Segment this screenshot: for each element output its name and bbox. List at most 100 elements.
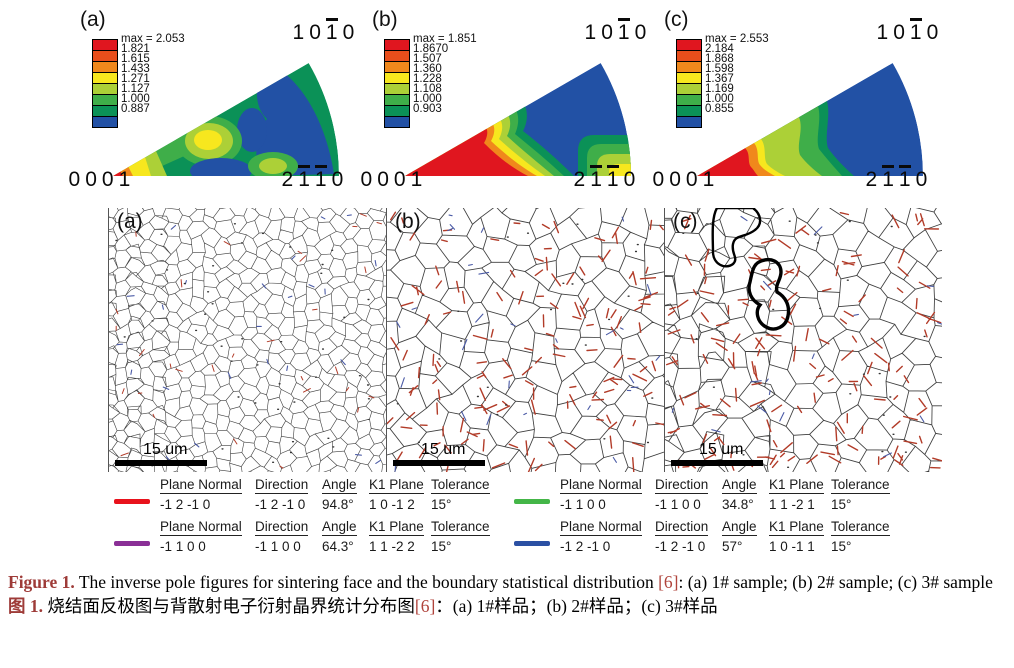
legend-header: Plane Normal: [560, 519, 642, 536]
ebsd-map-row: (a) 15 um (b) 15 um (c) 15 um: [108, 208, 942, 472]
miller-digit-overbar: 1: [314, 165, 327, 191]
miller-digit: 0: [331, 168, 344, 191]
miller-digit-overbar: 1: [882, 165, 894, 191]
miller-digit: 0: [377, 168, 389, 191]
ipf-sector-chart-a: [113, 63, 339, 176]
ipf-panel-a: (a) max = 2.053 1.821 1.615 1.433 1.271 1.12…: [66, 8, 358, 208]
legend-header: K1 Plane: [369, 477, 424, 494]
miller-digit: 0: [893, 21, 905, 44]
legend-value: -1 2 -1 0: [655, 539, 706, 554]
legend-header: Plane Normal: [160, 477, 242, 494]
legend-value: -1 1 0 0: [655, 497, 701, 512]
legend-value: 57°: [722, 539, 743, 554]
legend-value: 15°: [831, 539, 852, 554]
colorbar-level-value: 1.228: [413, 73, 442, 85]
legend-header: Tolerance: [831, 519, 890, 536]
legend-col-plane-normal: Plane Normal -1 2 -1 0: [160, 477, 255, 512]
miller-digit: 0: [309, 21, 321, 44]
colorbar-swatches: [384, 39, 410, 128]
colorbar-segment: [93, 83, 117, 94]
colorbar-segment: [385, 116, 409, 127]
ebsd-map-c: (c) 15 um: [664, 208, 942, 472]
caption-chinese: 图 1. 烧结面反极图与背散射电子衍射晶界统计分布图[6]：(a) 1#样品；(…: [8, 595, 1008, 618]
legend-header: Angle: [722, 519, 757, 536]
legend-header: Angle: [322, 519, 357, 536]
ebsd-map-b: (b) 15 um: [386, 208, 664, 472]
caption-reference-zh: [6]: [414, 596, 436, 617]
miller-digit: 0: [926, 21, 939, 44]
colorbar-segment: [385, 72, 409, 83]
legend-col-k1-plane: K1 Plane 1 0 -1 2: [369, 477, 431, 512]
panel-label-b: (b): [372, 8, 398, 31]
boundary-legend-table: Plane Normal -1 2 -1 0 Direction -1 2 -1 0 A…: [510, 519, 891, 554]
colorbar-segment: [677, 61, 701, 72]
colorbar-segment: [385, 61, 409, 72]
colorbar-level-value: 1.615: [121, 53, 150, 65]
boundary-legend-table: Plane Normal -1 2 -1 0 Direction -1 2 -1 0 A…: [110, 477, 491, 512]
grain-boundary-map: [109, 208, 386, 472]
colorbar-segment: [93, 72, 117, 83]
colorbar-segment: [93, 116, 117, 127]
legend-value: 1 1 -2 1: [769, 497, 815, 512]
colorbar-level-value: 1.507: [413, 53, 442, 65]
legend-value: -1 2 -1 0: [560, 539, 611, 554]
caption-figure-number-zh: 图 1.: [8, 596, 43, 617]
colorbar-segment: [93, 94, 117, 105]
legend-col-plane-normal: Plane Normal -1 1 0 0: [160, 519, 255, 554]
miller-digit-overbar: 1: [325, 18, 338, 44]
legend-value: 34.8°: [722, 497, 754, 512]
scale-bar: 15 um: [115, 441, 207, 466]
caption-text-en: The inverse pole figures for sintering f…: [74, 572, 659, 592]
map-label-a: (a): [117, 210, 143, 233]
colorbar-segment: [385, 105, 409, 116]
colorbar-values: 1.8670 1.507 1.360 1.228 1.108 1.000 0.903: [413, 43, 477, 115]
legend-header: Direction: [655, 519, 709, 536]
colorbar-swatches: [676, 39, 702, 128]
colorbar-segment: [93, 105, 117, 116]
legend-value: -1 1 0 0: [255, 539, 301, 554]
legend-value: -1 2 -1 0: [160, 497, 211, 512]
ebsd-map-a: (a) 15 um: [108, 208, 386, 472]
legend-col-direction: Direction -1 1 0 0: [655, 477, 722, 512]
colorbar-segment: [677, 40, 701, 50]
miller-digit-overbar: 1: [898, 165, 911, 191]
miller-digit: 0: [652, 168, 665, 191]
colorbar-level-value: 1.868: [705, 53, 734, 65]
legend-value: 15°: [431, 497, 452, 512]
colorbar-a: max = 2.053 1.821 1.615 1.433 1.271 1.127 1.0…: [92, 33, 185, 128]
legend-header: K1 Plane: [369, 519, 424, 536]
caption-text-zh: 烧结面反极图与背散射电子衍射晶界统计分布图: [43, 596, 415, 617]
grain-boundary-map: [387, 208, 664, 472]
colorbar-level-value: 1.821: [121, 43, 150, 55]
miller-digit: 0: [669, 168, 681, 191]
colorbar-segment: [677, 50, 701, 61]
colorbar-segment: [677, 83, 701, 94]
legend-col-k1-plane: K1 Plane 1 1 -2 1: [769, 477, 831, 512]
miller-digit: 0: [360, 168, 373, 191]
ipf-sector-chart-c: [697, 63, 923, 176]
legend-header: Tolerance: [431, 519, 490, 536]
legend-col-tolerance: Tolerance 15°: [431, 477, 491, 512]
map-label-c: (c): [673, 210, 698, 233]
colorbar-level-value: 1.000: [121, 93, 150, 105]
miller-digit: 0: [634, 21, 647, 44]
miller-digit: 1: [292, 21, 305, 44]
legend-header: K1 Plane: [769, 519, 824, 536]
legend-col-angle: Angle 94.8°: [322, 477, 369, 512]
miller-digit: 0: [101, 168, 114, 191]
colorbar-b: max = 1.851 1.8670 1.507 1.360 1.228 1.108 1.…: [384, 33, 477, 128]
legend-color-swatch-red: [114, 499, 150, 504]
legend-header: Direction: [655, 477, 709, 494]
colorbar-level-value: 1.108: [413, 83, 442, 95]
miller-digit: 1: [702, 168, 715, 191]
legend-color-swatch-blue: [514, 541, 550, 546]
grain-boundary-map: [665, 208, 942, 472]
colorbar-level-value: 0.903: [413, 103, 442, 115]
legend-header: Angle: [722, 477, 757, 494]
scale-bar-line: [671, 460, 763, 466]
legend-col-tolerance: Tolerance 15°: [431, 519, 491, 554]
legend-col-direction: Direction -1 2 -1 0: [255, 477, 322, 512]
boundary-legend-table: Plane Normal -1 1 0 0 Direction -1 1 0 0 Ang…: [510, 477, 891, 512]
